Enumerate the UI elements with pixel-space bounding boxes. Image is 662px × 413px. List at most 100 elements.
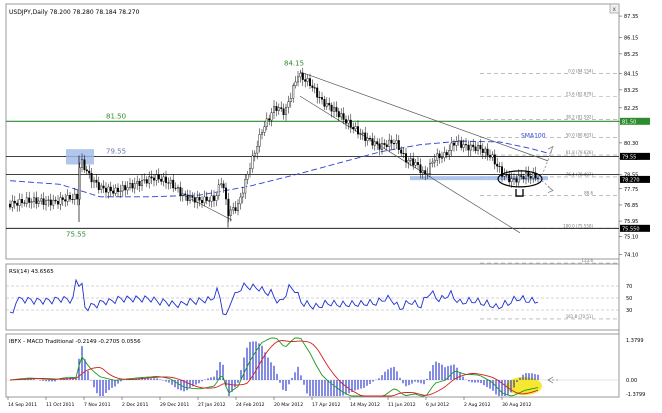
candle-body xyxy=(167,182,170,184)
candle-body xyxy=(18,199,21,206)
candle-body xyxy=(21,199,24,204)
candle-body xyxy=(160,178,163,182)
price-tick-label: 78.55 xyxy=(624,172,638,178)
close-icon[interactable]: x xyxy=(609,3,620,14)
candle-body xyxy=(383,142,386,145)
candle-body xyxy=(496,163,499,167)
candle-body xyxy=(400,149,403,154)
candle-body xyxy=(352,126,355,129)
candle-body xyxy=(472,144,475,148)
channel-upper-line xyxy=(299,71,549,162)
candle-body xyxy=(393,143,396,145)
candle-body xyxy=(232,207,235,211)
candle-body xyxy=(23,202,26,204)
candle-body xyxy=(426,173,429,175)
price-badge xyxy=(620,117,650,125)
macd-line xyxy=(9,337,539,397)
candle-body xyxy=(438,153,441,158)
macd-signal-line xyxy=(9,340,539,397)
price-tick-label: 85.25 xyxy=(624,52,638,58)
candle-body xyxy=(342,113,345,120)
candle-body xyxy=(193,197,196,203)
candle-body xyxy=(104,187,107,193)
candle-body xyxy=(520,175,523,177)
candle-body xyxy=(515,178,518,183)
candle-body xyxy=(467,144,470,151)
candle-body xyxy=(390,139,393,144)
svg-text:x: x xyxy=(613,6,617,13)
arrowhead-icon xyxy=(547,376,554,384)
candle-body xyxy=(503,174,506,177)
candle-body xyxy=(297,76,300,83)
candle-body xyxy=(162,176,165,182)
candle-body xyxy=(397,140,400,150)
candle-body xyxy=(25,197,28,204)
candle-body xyxy=(517,175,520,183)
candle-body xyxy=(508,174,511,183)
candle-body xyxy=(448,149,451,156)
price-axis: 87.35 86.15 85.25 84.15 83.25 82.25 81.50 80.30… xyxy=(619,14,638,258)
candle-body xyxy=(493,154,496,165)
candle-body xyxy=(100,185,103,190)
time-axis: 14 Sep 2011 11 Oct 2011 7 Nov 2011 2 Dec 20… xyxy=(7,397,532,408)
macd-top-value: 1.3799 xyxy=(626,338,644,344)
candle-body xyxy=(220,183,223,186)
candle-body xyxy=(229,209,232,216)
candle-body xyxy=(513,178,516,180)
channel-lower-line xyxy=(299,95,521,234)
candle-body xyxy=(335,107,338,112)
candle-body xyxy=(457,140,460,142)
chart-annotations: 84.15 75.55 81.50 79.55 SMA100 xyxy=(66,60,554,238)
candle-body xyxy=(333,107,336,112)
candle-body xyxy=(313,87,316,89)
fib-level-label: 38.2 (81.592) xyxy=(566,115,594,120)
time-tick-label: 20 Mar 2012 xyxy=(274,402,303,408)
candle-body xyxy=(537,177,540,179)
candle-body xyxy=(301,72,304,80)
candle-body xyxy=(477,144,480,151)
candle-body xyxy=(292,85,295,99)
candle-body xyxy=(85,169,88,172)
candle-body xyxy=(191,196,194,198)
fib-level-label: 23.6 (82.879) xyxy=(566,92,594,97)
macd-indicator: 1.3799 0.00 -1.3799 xyxy=(6,337,645,398)
price-candles xyxy=(8,67,540,228)
candle-body xyxy=(316,87,319,98)
candle-body xyxy=(345,119,348,124)
price-tick-label: 86.15 xyxy=(624,36,638,42)
candle-body xyxy=(273,106,276,113)
candle-body xyxy=(114,187,117,194)
rsi-level-label: 50 xyxy=(626,296,632,302)
candle-body xyxy=(265,118,268,127)
candle-body xyxy=(47,199,50,201)
candle-body xyxy=(13,200,16,204)
candle-body xyxy=(337,111,340,118)
candle-body xyxy=(378,143,381,150)
candle-body xyxy=(184,193,187,195)
candle-body xyxy=(217,184,220,196)
candle-body xyxy=(455,141,458,146)
candle-body xyxy=(498,165,501,167)
wedge-line xyxy=(179,192,233,221)
candle-body xyxy=(532,172,535,179)
candle-body xyxy=(215,195,218,201)
candle-body xyxy=(424,170,427,175)
candle-body xyxy=(133,183,136,189)
candle-body xyxy=(501,166,504,177)
candle-body xyxy=(484,148,487,153)
candle-body xyxy=(385,144,388,147)
rsi-panel-frame xyxy=(5,263,620,331)
fib-level-label: 0.0 (84.154) xyxy=(568,69,593,74)
price-tick-label: 87.35 xyxy=(624,14,638,20)
sma-label: SMA100 xyxy=(521,132,546,139)
time-tick-label: 2 Dec 2011 xyxy=(122,402,149,408)
candle-body xyxy=(169,179,172,184)
candle-body xyxy=(244,179,247,194)
candle-body xyxy=(349,119,352,128)
fib-level-label: 123.6 xyxy=(582,258,594,263)
candle-body xyxy=(479,144,482,150)
time-tick-label: 27 Jan 2012 xyxy=(198,402,226,408)
candle-body xyxy=(76,193,79,200)
candle-body xyxy=(462,144,465,148)
candle-body xyxy=(37,200,40,204)
